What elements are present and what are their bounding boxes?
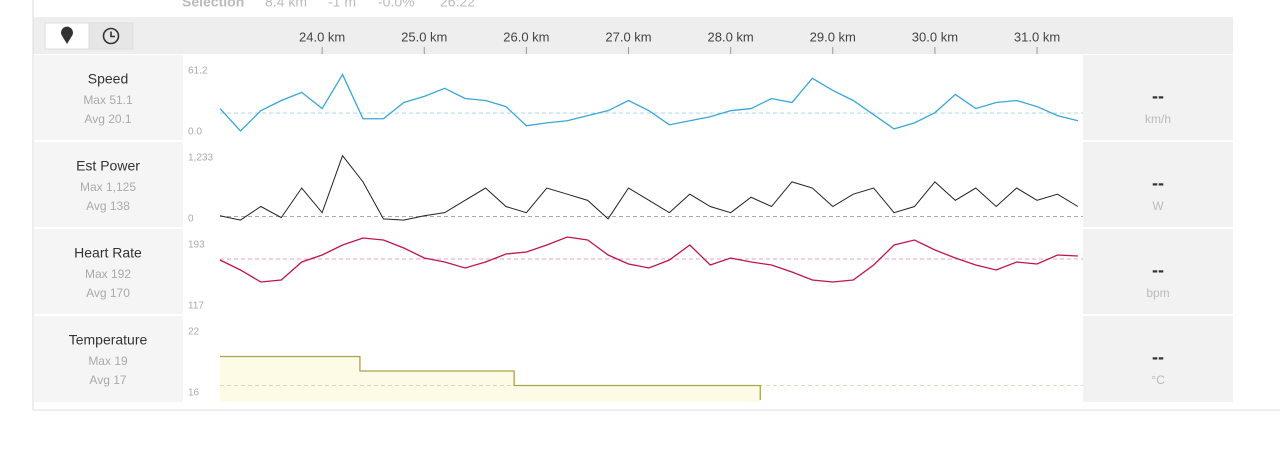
- y-tick-label: 117: [188, 301, 204, 312]
- clock-hands: [110, 31, 115, 38]
- data-line: [219, 154, 1079, 221]
- row-max: Max 192: [85, 267, 131, 281]
- row-name: Temperature: [69, 332, 148, 348]
- x-tick-label: 26.0 km: [503, 29, 549, 44]
- x-tick-label: 29.0 km: [810, 29, 856, 44]
- data-line: [219, 236, 1078, 283]
- y-tick-label: 0.0: [188, 127, 202, 138]
- data-line: [220, 355, 761, 400]
- pin-icon: [61, 26, 73, 44]
- plot-bg: [183, 229, 1083, 314]
- current-value: --: [1152, 260, 1164, 280]
- row-label-bg: [34, 316, 183, 402]
- selection-time: 26:22: [440, 0, 475, 10]
- y-tick-label: 0: [188, 214, 194, 225]
- unit: bpm: [1146, 286, 1169, 300]
- row-value-bg: [1083, 229, 1233, 314]
- row-avg: Avg 170: [86, 286, 130, 300]
- plot-bg: [183, 142, 1083, 227]
- row-avg: Avg 138: [86, 199, 130, 213]
- unit: °C: [1151, 373, 1165, 387]
- row-avg: Avg 17: [89, 373, 126, 387]
- selection-elevation: -1 m: [328, 0, 356, 10]
- row-name: Est Power: [76, 158, 140, 174]
- x-tick-label: 28.0 km: [708, 29, 754, 44]
- row-value-bg: [1083, 55, 1233, 140]
- current-value: --: [1152, 86, 1164, 106]
- current-value: --: [1152, 347, 1164, 367]
- axis-header: [33, 17, 1233, 54]
- y-tick-label: 22: [188, 327, 200, 338]
- x-tick-label: 24.0 km: [299, 29, 345, 44]
- data-line: [219, 73, 1079, 132]
- row-max: Max 1,125: [80, 180, 136, 194]
- y-tick-label: 193: [188, 240, 205, 251]
- y-tick-label: 61.2: [188, 66, 208, 77]
- unit: km/h: [1145, 112, 1171, 126]
- row-label-bg: [34, 229, 183, 314]
- x-tick-label: 27.0 km: [605, 29, 651, 44]
- unit: W: [1152, 199, 1164, 213]
- row-max: Max 51.1: [83, 93, 133, 107]
- plot-bg: [183, 55, 1083, 140]
- row-label-bg: [34, 142, 183, 227]
- area-fill: [220, 356, 761, 402]
- x-tick-label: 30.0 km: [912, 29, 958, 44]
- current-value: --: [1152, 173, 1164, 193]
- clock-icon: [102, 27, 120, 45]
- row-name: Heart Rate: [74, 245, 142, 261]
- x-tick-label: 25.0 km: [401, 29, 447, 44]
- row-value-bg: [1083, 142, 1233, 227]
- row-value-bg: [1083, 316, 1233, 402]
- row-avg: Avg 20.1: [84, 112, 131, 126]
- selection-label: Selection: [182, 0, 244, 10]
- row-label-bg: [34, 55, 183, 140]
- selection-grade: -0.0%: [378, 0, 415, 10]
- y-tick-label: 1,233: [188, 153, 213, 164]
- y-tick-label: 16: [188, 388, 200, 399]
- row-name: Speed: [88, 71, 128, 87]
- x-tick-label: 31.0 km: [1014, 29, 1060, 44]
- row-max: Max 19: [88, 354, 128, 368]
- selection-distance: 8.4 km: [265, 0, 307, 10]
